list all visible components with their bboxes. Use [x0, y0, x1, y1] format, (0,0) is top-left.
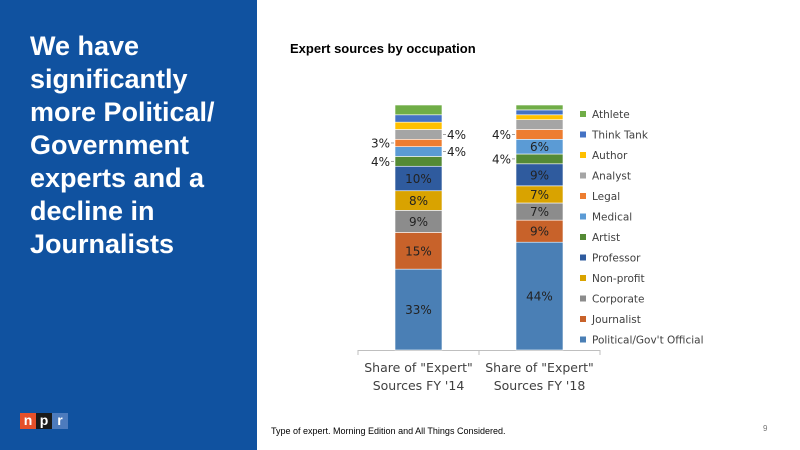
data-label: 6%: [530, 140, 549, 154]
legend-label: Legal: [592, 191, 620, 203]
legend-label: Artist: [592, 232, 620, 244]
data-label: 4%: [371, 155, 390, 169]
data-label: 4%: [447, 128, 466, 142]
data-label: 10%: [405, 172, 432, 186]
bar-segment-analyst: [394, 129, 443, 140]
legend-swatch: [580, 213, 586, 220]
data-label: 9%: [530, 225, 549, 239]
legend-label: Think Tank: [591, 130, 649, 142]
legend-label: Analyst: [592, 171, 631, 183]
bar-segment-political-gov-t-official: [515, 241, 564, 351]
legend-label: Medical: [592, 212, 632, 224]
legend-swatch: [580, 336, 586, 343]
legend-label: Author: [592, 150, 628, 162]
legend-swatch: [580, 254, 586, 261]
data-label: 7%: [530, 205, 549, 219]
bar-segment-think-tank: [515, 109, 564, 116]
data-label: 33%: [405, 303, 432, 317]
legend-swatch: [580, 193, 586, 199]
x-tick-label: Sources FY '18: [494, 378, 586, 393]
legend-label: Professor: [592, 253, 641, 265]
bar-segment-athlete: [394, 104, 443, 116]
bar-segment-analyst: [515, 119, 564, 130]
bar-segment-artist: [515, 153, 564, 165]
bar-segment-author: [515, 114, 564, 121]
legend-swatch: [580, 172, 586, 179]
data-label: 8%: [409, 194, 428, 208]
bar-segment-think-tank: [394, 114, 443, 123]
legend-swatch: [580, 316, 586, 322]
legend-swatch: [580, 295, 586, 302]
legend-label: Political/Gov't Official: [592, 335, 704, 347]
legend-label: Athlete: [592, 109, 630, 121]
legend-label: Journalist: [591, 314, 641, 326]
bar-segment-medical: [394, 146, 443, 157]
data-label: 7%: [530, 188, 549, 202]
x-tick-label: Sources FY '14: [373, 378, 465, 393]
bar-segment-legal: [515, 129, 564, 140]
logo-letter-n: n: [20, 413, 36, 429]
bar-segment-author: [394, 121, 443, 130]
legend-swatch: [580, 152, 586, 158]
data-label: 3%: [371, 136, 390, 150]
data-label: 44%: [526, 290, 553, 304]
legend-label: Corporate: [592, 294, 645, 306]
data-label: 4%: [492, 152, 511, 166]
legend-label: Non-profit: [592, 273, 645, 285]
logo-letter-r: r: [52, 413, 68, 429]
footnote: Type of expert. Morning Edition and All …: [271, 426, 506, 436]
data-label: 15%: [405, 244, 432, 258]
chart-title: Expert sources by occupation: [290, 41, 476, 56]
legend-swatch: [580, 275, 586, 281]
data-label: 9%: [530, 168, 549, 182]
left-panel: We have significantly more Political/ Go…: [0, 0, 257, 450]
data-label: 9%: [409, 215, 428, 229]
page-number: 9: [763, 424, 768, 433]
npr-logo: n p r: [20, 413, 68, 429]
x-tick-label: Share of "Expert": [364, 360, 473, 375]
bar-segment-journalist: [394, 232, 443, 270]
bar-segment-legal: [394, 139, 443, 147]
data-label: 4%: [447, 145, 466, 159]
x-tick-label: Share of "Expert": [485, 360, 594, 375]
bar-segment-athlete: [515, 104, 564, 111]
headline: We have significantly more Political/ Go…: [30, 31, 215, 259]
bar-segment-political-gov-t-official: [394, 268, 443, 351]
data-label: 4%: [492, 128, 511, 142]
legend-swatch: [580, 111, 586, 117]
bar-segment-artist: [394, 156, 443, 167]
bar-segment-professor: [394, 165, 443, 192]
legend-swatch: [580, 234, 586, 240]
logo-letter-p: p: [36, 413, 52, 429]
legend-swatch: [580, 131, 586, 138]
